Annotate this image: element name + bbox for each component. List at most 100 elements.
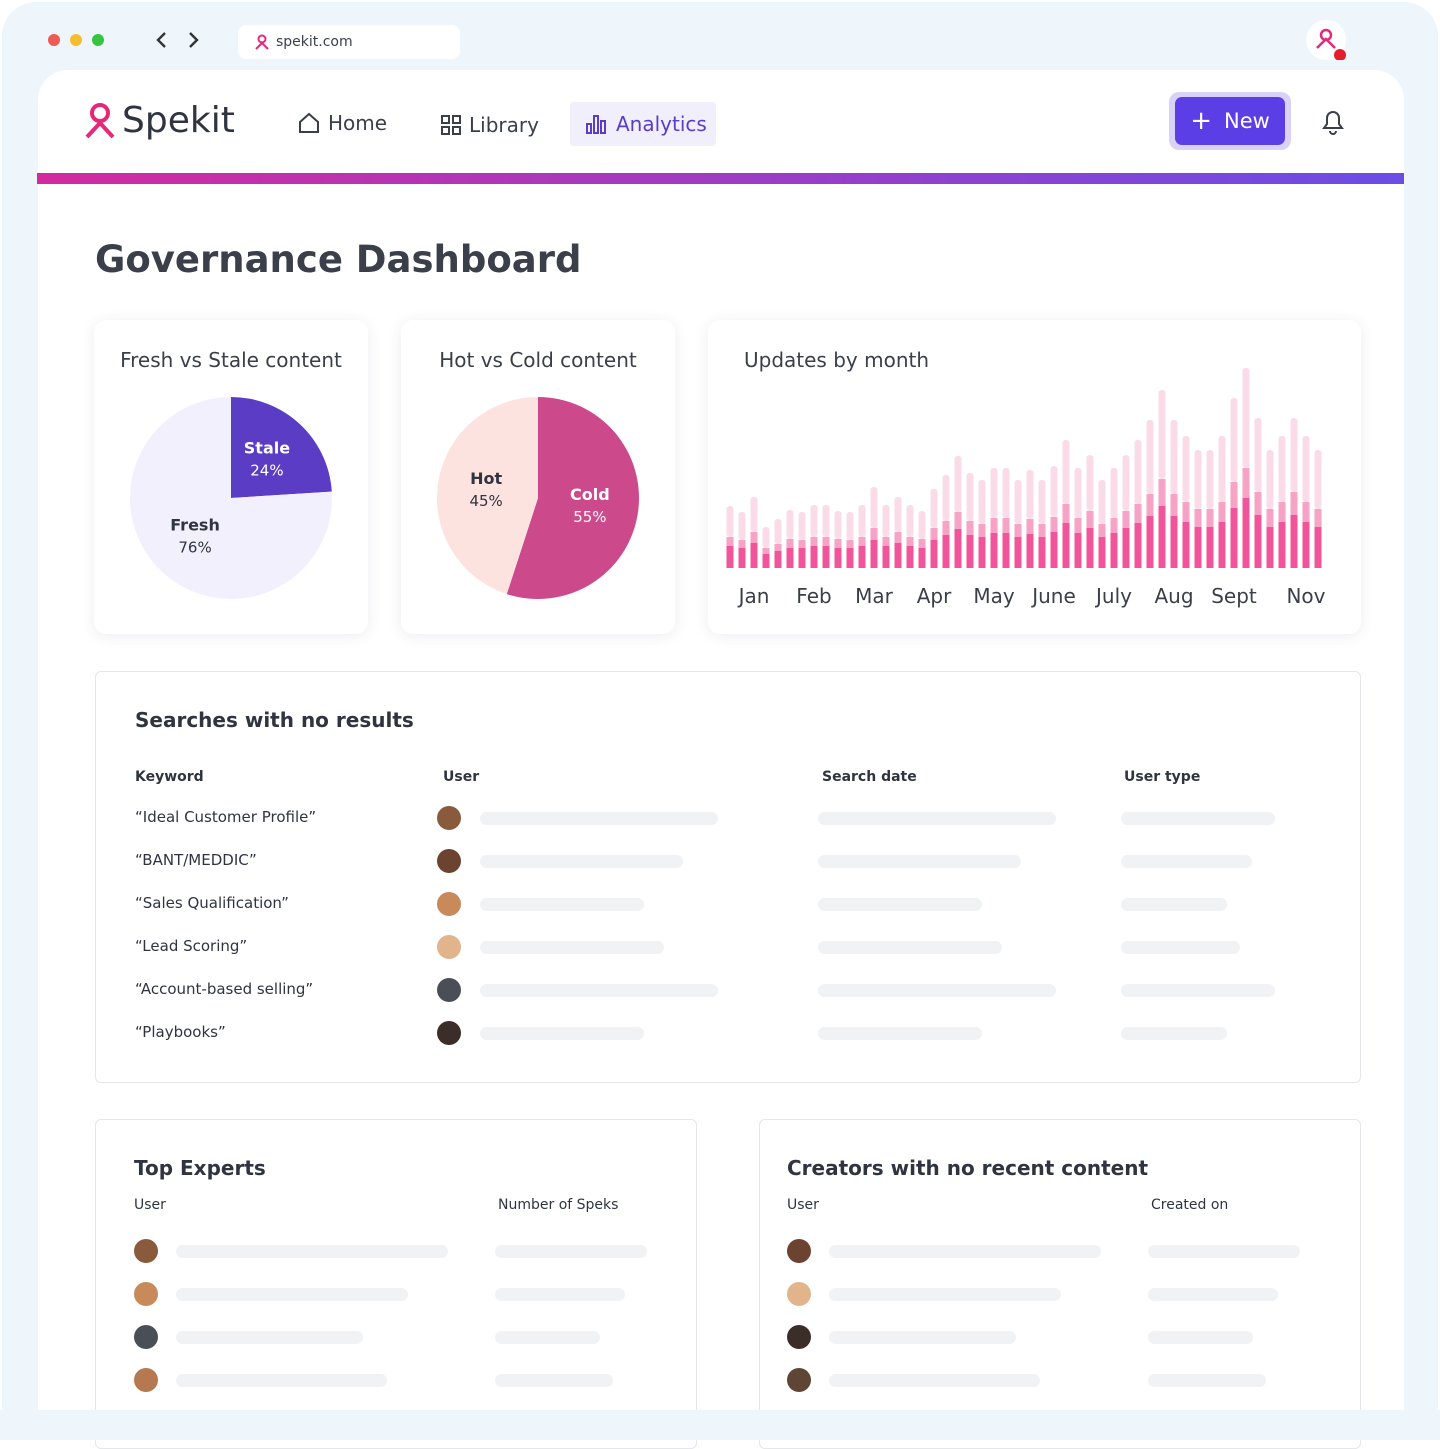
bar-segment <box>1266 450 1274 509</box>
skeleton <box>1121 898 1227 911</box>
skeleton <box>495 1331 600 1344</box>
accent-bar <box>37 173 1404 184</box>
extension-icon[interactable] <box>1306 20 1346 61</box>
slice-label: Hot <box>470 469 502 488</box>
bar-segment <box>774 544 782 551</box>
avatar <box>787 1282 811 1306</box>
window-close[interactable] <box>48 34 60 46</box>
bar-segment <box>906 537 914 546</box>
bar-segment <box>942 535 950 568</box>
searches-panel <box>95 671 1361 1083</box>
avatar <box>437 978 461 1002</box>
skeleton <box>480 1027 644 1040</box>
skeleton <box>176 1331 363 1344</box>
slice-label: Stale <box>244 439 290 458</box>
bar-segment <box>1098 480 1106 524</box>
charts: Stale 24% Fresh 76% Cold 55% Hot 45% Jan Feb Mar Ap… <box>129 368 1326 608</box>
bar-segment <box>1290 492 1298 515</box>
bar-segment <box>1266 509 1274 527</box>
bar-segment <box>894 543 902 568</box>
bar-segment <box>894 497 902 532</box>
bar-segment <box>1242 498 1250 568</box>
page-title: Governance Dashboard <box>95 238 582 281</box>
address-bar[interactable]: spekit.com <box>238 25 460 59</box>
skeleton <box>495 1245 647 1258</box>
skeleton <box>829 1331 1016 1344</box>
bar-segment <box>990 468 998 518</box>
bar-segment <box>966 473 974 521</box>
bar-segment <box>774 519 782 544</box>
bar-segment <box>1038 524 1046 537</box>
column-header: User type <box>1124 769 1201 785</box>
bar-segment <box>1050 466 1058 517</box>
bar-segment <box>1170 420 1178 494</box>
nav-home[interactable]: Home <box>298 108 387 138</box>
nav-analytics[interactable]: Analytics <box>570 102 716 146</box>
bar-segment <box>894 532 902 543</box>
logo[interactable]: Spekit <box>84 100 235 141</box>
bar-segment <box>834 511 842 539</box>
keyword: “Sales Qualification” <box>135 894 289 912</box>
skeleton <box>1148 1331 1253 1344</box>
skeleton <box>1148 1374 1266 1387</box>
new-button[interactable]: + New <box>1175 97 1285 145</box>
frame-bottom <box>0 1410 1440 1440</box>
button-label: New <box>1223 109 1270 133</box>
bar-segment <box>738 548 746 568</box>
bar-segment <box>1062 523 1070 568</box>
bar-segment <box>1170 516 1178 568</box>
bar-segment <box>798 548 806 568</box>
nav-library[interactable]: Library <box>441 110 539 140</box>
bar-segment <box>1086 528 1094 568</box>
pie-slice <box>436 397 538 595</box>
slice-value: 45% <box>469 492 502 510</box>
history-arrows[interactable] <box>150 28 210 52</box>
skeleton <box>176 1245 448 1258</box>
bar-segment <box>882 505 890 537</box>
nav-label: Analytics <box>616 112 707 136</box>
bar-segment <box>1014 524 1022 537</box>
slice-label: Fresh <box>170 515 220 534</box>
bar-segment <box>930 489 938 528</box>
keyword: “Account-based selling” <box>135 980 314 998</box>
panel-title: Top Experts <box>134 1156 266 1180</box>
window-maximize[interactable] <box>92 34 104 46</box>
site-icon <box>255 34 269 50</box>
avatar <box>134 1325 158 1349</box>
bar-segment <box>1026 519 1034 534</box>
bar-segment <box>738 512 746 540</box>
bar-segment <box>1194 450 1202 509</box>
skeleton <box>818 855 1021 868</box>
x-tick-label: Jan <box>737 584 770 608</box>
bar-segment <box>846 548 854 568</box>
bar-segment <box>1038 480 1046 524</box>
bar-segment <box>1182 522 1190 568</box>
bar-segment <box>990 518 998 533</box>
chart-title: Fresh vs Stale content <box>120 348 342 372</box>
x-tick-label: July <box>1094 584 1132 608</box>
bar-segment <box>1158 390 1166 479</box>
avatar <box>134 1239 158 1263</box>
skeleton <box>480 855 683 868</box>
plus-icon: + <box>1190 106 1212 136</box>
skeleton <box>829 1288 1061 1301</box>
keyword: “BANT/MEDDIC” <box>135 851 257 869</box>
pie-slice <box>231 397 332 498</box>
bar-segment <box>1242 368 1250 468</box>
bar-segment <box>1254 515 1262 568</box>
notifications[interactable] <box>1320 108 1346 136</box>
bar-segment <box>882 546 890 568</box>
x-tick-label: Feb <box>796 584 831 608</box>
bar-segment <box>1050 532 1058 568</box>
bar-segment <box>822 505 830 537</box>
bar-segment <box>1134 504 1142 523</box>
bar-segment <box>870 528 878 540</box>
bar-segment <box>1302 436 1310 502</box>
bar-segment <box>1086 511 1094 528</box>
bar-segment <box>1158 506 1166 568</box>
bar-segment <box>1122 528 1130 568</box>
bar-segment <box>1122 511 1130 528</box>
window-minimize[interactable] <box>70 34 82 46</box>
x-tick-label: June <box>1030 584 1076 608</box>
